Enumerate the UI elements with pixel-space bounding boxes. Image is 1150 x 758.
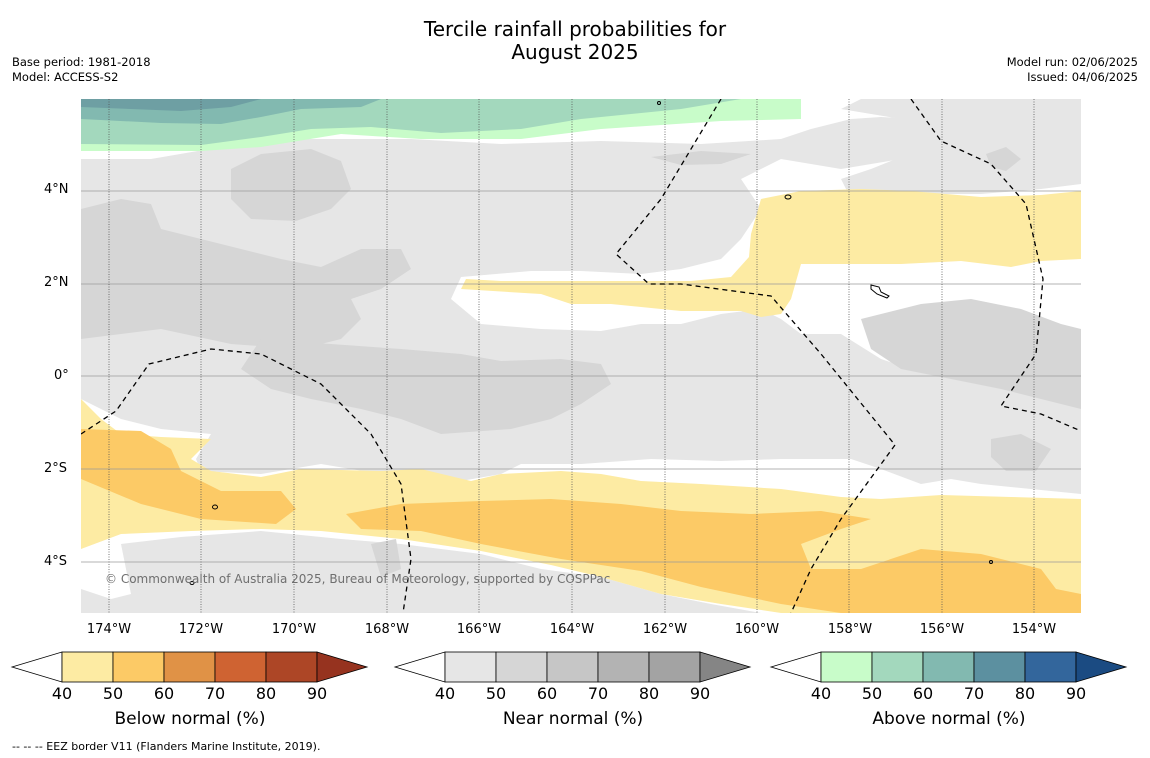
cb1-tick-40: 40 <box>51 684 73 703</box>
eez-border-west <box>81 348 412 613</box>
island-kiritimati <box>870 284 890 299</box>
lon-label-172w: 172°W <box>178 622 224 637</box>
colorbar-1-segment-4 <box>214 651 267 683</box>
near-normal-50-region-8 <box>371 539 401 577</box>
lon-label-164w: 164°W <box>549 622 595 637</box>
lon-label-166w: 166°W <box>456 622 502 637</box>
near-normal-50-region-1 <box>231 149 351 221</box>
below-normal-50-south-band <box>81 429 296 524</box>
cb2-tick-70: 70 <box>587 684 609 703</box>
colorbar-2-segment-3 <box>546 651 599 683</box>
copyright-notice: © Commonwealth of Australia 2025, Bureau… <box>105 572 611 586</box>
cb2-tick-50: 50 <box>485 684 507 703</box>
cb2-tick-60: 60 <box>536 684 558 703</box>
islands <box>189 101 993 585</box>
cb1-tick-50: 50 <box>102 684 124 703</box>
colorbar-2-segment-4 <box>597 651 650 683</box>
colorbar-1-segment-1 <box>61 651 114 683</box>
near-normal-40-region-east <box>841 99 1081 207</box>
colorbar-3-segment-5 <box>1024 651 1077 683</box>
above-normal-label: Above normal (%) <box>872 709 1026 729</box>
below-normal-label: Below normal (%) <box>114 709 266 729</box>
colorbar-2-low-tip <box>393 651 446 683</box>
cb3-tick-70: 70 <box>963 684 985 703</box>
lat-label-4s: 4°S <box>44 554 68 569</box>
probability-map <box>81 99 1081 613</box>
island-2 <box>212 504 218 510</box>
issued-text: Issued: 04/06/2025 <box>1027 70 1138 84</box>
colorbar-2-segment-2 <box>495 651 548 683</box>
cb3-tick-50: 50 <box>861 684 883 703</box>
lon-label-162w: 162°W <box>642 622 688 637</box>
colorbar-1-segment-5 <box>265 651 318 683</box>
below-normal-40-north-band <box>461 189 1081 317</box>
eez-border-central <box>615 99 896 613</box>
near-normal-40-region-south <box>81 531 761 613</box>
cb2-tick-90: 90 <box>689 684 711 703</box>
island-5 <box>657 101 661 105</box>
lat-gridlines <box>81 190 1081 563</box>
lon-label-170w: 170°W <box>271 622 317 637</box>
lon-label-160w: 160°W <box>734 622 780 637</box>
model-text: Model: ACCESS-S2 <box>12 70 119 84</box>
meta-left: Base period: 1981-2018 Model: ACCESS-S2 <box>12 55 151 85</box>
cb3-tick-90: 90 <box>1065 684 1087 703</box>
eez-footnote: -- -- -- EEZ border V11 (Flanders Marine… <box>12 740 321 753</box>
near-normal-50-region-4 <box>861 299 1081 409</box>
map-title: Tercile rainfall probabilities for Augus… <box>0 18 1150 64</box>
above-normal-70-patch <box>81 99 261 111</box>
near-normal-50-region-2 <box>81 199 411 349</box>
island-4 <box>189 581 195 585</box>
lon-label-158w: 158°W <box>827 622 873 637</box>
lon-label-174w: 174°W <box>86 622 132 637</box>
colorbar-1-high-tip <box>316 651 369 683</box>
cb2-tick-80: 80 <box>638 684 660 703</box>
lon-label-154w: 154°W <box>1011 622 1057 637</box>
near-normal-50-region-6 <box>986 147 1021 171</box>
island-1 <box>784 194 792 200</box>
colorbar-3-segment-1 <box>820 651 873 683</box>
near-normal-50-region-5 <box>651 151 751 165</box>
cb1-tick-80: 80 <box>255 684 277 703</box>
title-line-2: August 2025 <box>511 40 639 64</box>
cb2-tick-40: 40 <box>434 684 456 703</box>
lat-label-2s: 2°S <box>44 461 68 476</box>
cb3-tick-80: 80 <box>1014 684 1036 703</box>
near-normal-label: Near normal (%) <box>502 709 644 729</box>
lat-label-2n: 2°N <box>44 275 69 290</box>
lat-label-0: 0° <box>54 368 69 383</box>
colorbar-3-low-tip <box>769 651 822 683</box>
colorbar-1-low-tip <box>10 651 63 683</box>
eez-border-east <box>910 99 1081 432</box>
colorbar-3-segment-4 <box>973 651 1026 683</box>
meta-right: Model run: 02/06/2025 Issued: 04/06/2025 <box>1007 55 1138 85</box>
cb1-tick-70: 70 <box>204 684 226 703</box>
colorbar-3-high-tip <box>1075 651 1128 683</box>
colorbar-3-segment-3 <box>922 651 975 683</box>
colorbar-2-segment-5 <box>648 651 701 683</box>
lon-gridlines <box>108 99 1035 613</box>
colorbar-2-segment-1 <box>444 651 497 683</box>
cb3-tick-40: 40 <box>810 684 832 703</box>
colorbars <box>10 651 1128 683</box>
below-normal-50-mid-band <box>346 499 1081 613</box>
lat-label-4n: 4°N <box>44 182 69 197</box>
cb1-tick-60: 60 <box>153 684 175 703</box>
colorbar-3-segment-2 <box>871 651 924 683</box>
near-normal-50-region-3 <box>241 339 611 434</box>
colorbar-1-segment-2 <box>112 651 165 683</box>
colorbar-2-high-tip <box>699 651 752 683</box>
lon-label-156w: 156°W <box>919 622 965 637</box>
island-3 <box>989 560 993 564</box>
model-run-text: Model run: 02/06/2025 <box>1006 55 1138 69</box>
cb3-tick-60: 60 <box>912 684 934 703</box>
eez-borders <box>81 99 1081 613</box>
colorbar-1-segment-3 <box>163 651 216 683</box>
lon-label-168w: 168°W <box>364 622 410 637</box>
near-normal-50-region-7 <box>991 434 1051 471</box>
cb1-tick-90: 90 <box>306 684 328 703</box>
title-line-1: Tercile rainfall probabilities for <box>423 17 727 41</box>
base-period-text: Base period: 1981-2018 <box>12 55 151 69</box>
